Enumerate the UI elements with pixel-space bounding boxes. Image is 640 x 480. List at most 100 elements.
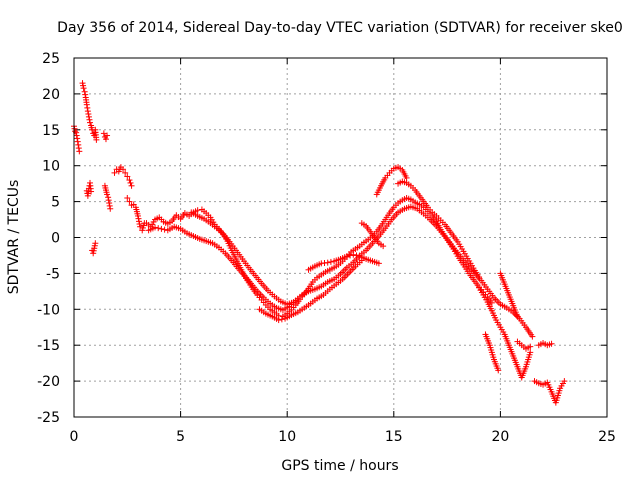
x-tick-label: 15 xyxy=(385,429,403,445)
y-tick-label: 15 xyxy=(42,123,60,139)
data-point xyxy=(161,226,168,233)
chart-title: Day 356 of 2014, Sidereal Day-to-day VTE… xyxy=(57,20,623,36)
data-point xyxy=(136,218,143,225)
data-point xyxy=(73,132,80,139)
data-point xyxy=(278,316,285,323)
data-point xyxy=(90,247,97,254)
data-point xyxy=(91,245,98,252)
data-point xyxy=(102,136,109,143)
x-tick-label: 20 xyxy=(491,429,509,445)
data-point xyxy=(155,225,162,232)
data-point xyxy=(107,205,114,212)
data-point xyxy=(80,85,87,92)
data-point xyxy=(71,125,78,132)
data-point xyxy=(75,141,82,148)
data-point xyxy=(92,240,99,247)
y-tick-label: 10 xyxy=(42,159,60,175)
data-point xyxy=(76,148,83,155)
data-point xyxy=(343,253,350,260)
data-point xyxy=(83,101,90,108)
data-point xyxy=(106,202,113,209)
data-point xyxy=(85,111,92,118)
data-point xyxy=(158,225,165,232)
data-point xyxy=(527,349,534,356)
y-tick-label: -10 xyxy=(37,302,60,318)
data-point xyxy=(84,104,91,111)
data-point xyxy=(111,169,118,176)
data-point xyxy=(80,82,87,89)
data-point xyxy=(194,207,201,214)
y-tick-label: -5 xyxy=(46,266,60,282)
y-axis-label: SDTVAR / TECUs xyxy=(6,180,22,295)
data-point xyxy=(82,91,89,98)
data-point xyxy=(81,88,88,95)
x-tick-label: 5 xyxy=(176,429,185,445)
data-point xyxy=(85,113,92,120)
x-tick-label: 0 xyxy=(70,429,79,445)
data-point xyxy=(124,173,131,180)
data-point xyxy=(135,215,142,222)
data-point xyxy=(548,340,555,347)
plot-frame xyxy=(73,57,608,418)
y-tick-label: 20 xyxy=(42,87,60,103)
data-point xyxy=(74,138,81,145)
data-point xyxy=(324,259,331,266)
data-point xyxy=(126,177,133,184)
data-point xyxy=(74,135,81,142)
data-point xyxy=(75,145,82,152)
y-tick-label: 5 xyxy=(51,195,60,211)
data-point xyxy=(303,289,310,296)
y-tick-label: 0 xyxy=(51,231,60,247)
data-point xyxy=(86,119,93,126)
data-point xyxy=(100,130,107,137)
points-layer xyxy=(71,80,568,406)
data-point xyxy=(488,299,495,306)
x-tick-label: 10 xyxy=(278,429,296,445)
y-tick-label: 25 xyxy=(42,51,60,67)
data-point xyxy=(126,198,133,205)
y-tick-label: -25 xyxy=(37,410,60,426)
data-point xyxy=(476,273,483,280)
data-point xyxy=(127,179,134,186)
data-point xyxy=(375,260,382,267)
x-tick-label: 25 xyxy=(598,429,616,445)
data-point xyxy=(353,252,360,259)
data-point xyxy=(136,221,143,228)
data-point xyxy=(403,174,410,181)
data-point xyxy=(105,194,112,201)
data-point xyxy=(495,367,502,374)
data-point xyxy=(122,169,129,176)
data-point xyxy=(514,313,521,320)
data-point xyxy=(93,136,100,143)
data-point xyxy=(134,212,141,219)
data-point xyxy=(380,243,387,250)
data-point xyxy=(137,223,144,230)
data-point xyxy=(152,224,159,231)
data-point xyxy=(120,166,127,173)
data-point xyxy=(79,80,86,87)
data-point xyxy=(347,252,354,259)
data-point xyxy=(527,343,534,350)
y-tick-label: -15 xyxy=(37,338,60,354)
data-point xyxy=(84,108,91,115)
data-point xyxy=(275,317,282,324)
data-point xyxy=(561,378,568,385)
data-point xyxy=(105,197,112,204)
y-tick-label: -20 xyxy=(37,374,60,390)
data-point xyxy=(327,258,334,265)
data-point xyxy=(91,242,98,249)
data-point xyxy=(350,251,357,258)
data-point xyxy=(104,132,111,139)
data-point xyxy=(106,200,113,207)
data-point xyxy=(86,116,93,123)
data-point xyxy=(124,195,131,202)
data-point xyxy=(88,188,95,195)
data-point xyxy=(104,191,111,198)
data-point xyxy=(128,182,135,189)
data-point xyxy=(72,128,79,135)
x-axis-label: GPS time / hours xyxy=(281,458,398,474)
data-point xyxy=(90,250,97,257)
data-point xyxy=(529,333,536,340)
